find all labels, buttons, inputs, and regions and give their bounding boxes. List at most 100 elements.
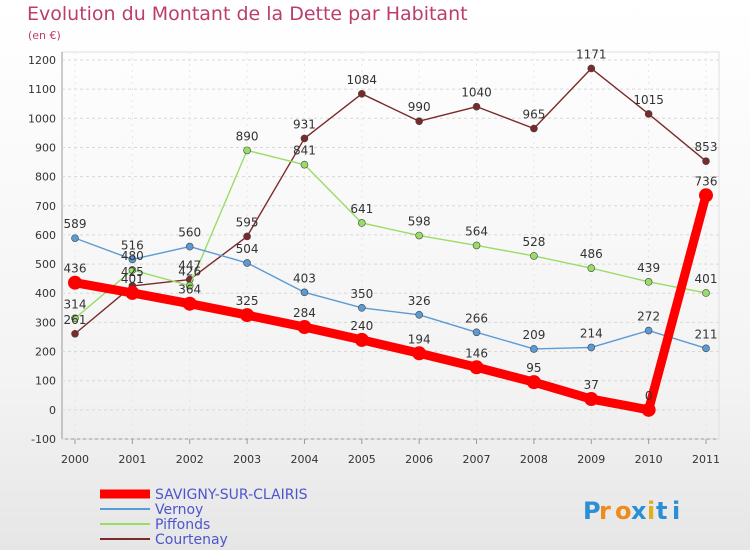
svg-text:t: t [656, 497, 667, 525]
data-point [71, 314, 79, 323]
svg-text:o: o [615, 497, 632, 525]
data-point [530, 124, 538, 133]
x-tick-label: 2003 [233, 453, 261, 466]
data-label: 261 [64, 313, 87, 327]
data-label: 486 [580, 247, 603, 261]
data-label: 560 [178, 226, 201, 240]
data-point [185, 242, 194, 251]
data-label: 214 [580, 326, 603, 340]
data-label: 853 [695, 140, 718, 154]
data-point [358, 90, 366, 98]
data-point [412, 346, 427, 361]
data-point [469, 360, 484, 375]
data-label: 364 [178, 283, 201, 297]
data-point [644, 278, 653, 286]
data-label: 325 [236, 294, 259, 308]
svg-text:x: x [631, 497, 647, 525]
data-point [128, 266, 137, 274]
x-tick-label: 2002 [176, 453, 204, 466]
data-label: 284 [293, 306, 316, 320]
data-point [358, 219, 366, 227]
x-tick-label: 2000 [61, 453, 89, 466]
x-tick-label: 2011 [692, 453, 720, 466]
data-label: 401 [121, 272, 144, 286]
data-point [243, 146, 251, 155]
x-tick-label: 2001 [118, 453, 146, 466]
x-tick-label: 2007 [463, 453, 491, 466]
data-label: 326 [408, 294, 431, 308]
data-point [584, 392, 599, 407]
data-point [358, 304, 366, 312]
data-label: 266 [465, 311, 488, 325]
legend-label: Courtenay [155, 532, 228, 548]
data-label: 194 [408, 332, 431, 346]
legend-label: SAVIGNY-SUR-CLAIRIS [155, 487, 308, 503]
data-label: 1084 [347, 73, 378, 87]
x-tick-label: 2008 [520, 453, 548, 466]
y-tick-label: 800 [35, 171, 56, 184]
data-label: 439 [637, 261, 660, 275]
data-point [354, 332, 369, 347]
data-point [530, 345, 538, 353]
data-label: 595 [236, 215, 259, 229]
legend-label: Piffonds [155, 517, 210, 533]
x-tick-label: 2010 [635, 453, 663, 466]
data-label: 990 [408, 100, 431, 114]
data-label: 589 [64, 217, 87, 231]
x-tick-label: 2009 [577, 453, 605, 466]
data-label: 504 [236, 242, 259, 256]
data-label: 528 [522, 235, 545, 249]
data-label: 1040 [461, 86, 492, 100]
data-label: 211 [695, 327, 718, 341]
data-label: 1171 [576, 47, 607, 61]
data-label: 209 [522, 328, 545, 342]
data-point [526, 375, 541, 390]
data-point [182, 296, 197, 311]
data-point [415, 117, 423, 126]
data-point [702, 344, 710, 353]
y-tick-label: 500 [35, 258, 56, 271]
x-tick-label: 2006 [405, 453, 433, 466]
data-label: 272 [637, 310, 660, 324]
series-line-piffonds [74, 149, 707, 320]
chart-subtitle: (en €) [28, 29, 61, 42]
y-tick-label: 1100 [28, 83, 56, 96]
y-tick-label: 100 [35, 375, 56, 388]
y-tick-label: 1000 [28, 112, 56, 125]
data-label: 1015 [633, 93, 664, 107]
data-point [125, 285, 140, 300]
data-point [297, 320, 312, 335]
data-label: 516 [121, 238, 144, 252]
data-label: 95 [526, 361, 541, 375]
data-point [644, 110, 653, 118]
data-label: 480 [121, 249, 144, 263]
proxiti-logo: Pr o x i t i [583, 497, 680, 525]
data-point [530, 252, 538, 260]
data-label: 425 [121, 265, 144, 279]
chart-title: Evolution du Montant de la Dette par Hab… [27, 3, 468, 25]
data-point [587, 264, 596, 272]
data-label: 598 [408, 215, 431, 229]
y-tick-label: 700 [35, 200, 56, 213]
data-label: 890 [236, 129, 259, 143]
data-label: 350 [350, 287, 373, 301]
data-point [702, 289, 710, 297]
data-label: 965 [522, 108, 545, 122]
y-tick-label: 900 [35, 141, 56, 154]
data-label: 447 [178, 259, 201, 273]
series-line-savigny-sur-clairis [70, 190, 711, 415]
data-point [644, 326, 653, 335]
series-line-vernoy [74, 237, 707, 350]
y-tick-label: 200 [35, 346, 56, 359]
x-tick-label: 2005 [348, 453, 376, 466]
data-label: 403 [293, 271, 316, 285]
data-label: 37 [584, 378, 599, 392]
data-point [702, 157, 710, 165]
data-label: 841 [293, 144, 316, 158]
data-label: 931 [293, 117, 316, 131]
data-label: 736 [695, 174, 718, 188]
svg-text:P: P [583, 497, 601, 525]
data-point [300, 134, 309, 143]
data-label: 314 [64, 297, 87, 311]
